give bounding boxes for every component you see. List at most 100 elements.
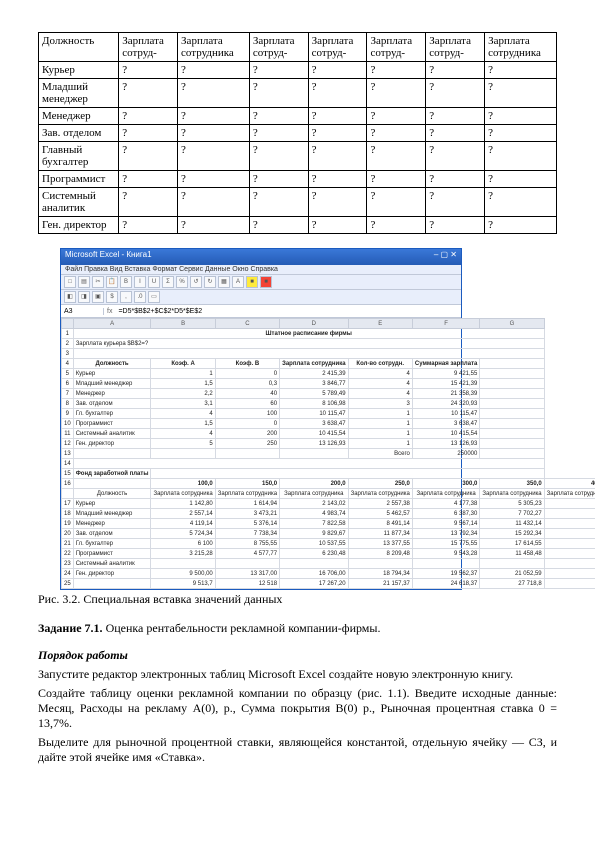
xl-cell: 4 177,38	[412, 499, 479, 509]
xl-cell	[151, 449, 215, 459]
col-header: C	[215, 319, 279, 329]
table-cell: ?	[249, 171, 308, 188]
xl-cell: 19	[62, 519, 74, 529]
xl-cell: 8 491,14	[348, 519, 412, 529]
xl-cell: 40	[215, 389, 279, 399]
table-cell: ?	[308, 217, 367, 234]
xl-cell: 11 458,48	[480, 549, 544, 559]
xl-cell	[544, 579, 595, 589]
xl-cell: 24	[62, 569, 74, 579]
sheet-title: Штатное расписание фирмы	[73, 329, 544, 339]
xl-cell: Курьер	[73, 499, 151, 509]
tb-icon: $	[106, 291, 118, 303]
xl-cell	[544, 499, 595, 509]
xl-cell: Зарплата сотрудника	[280, 359, 349, 369]
excel-toolbar-1: □ ▤ ✂ 📋 B I U Σ % ↺ ↻ ▦ A ■ ■	[61, 275, 461, 290]
table-cell: ?	[367, 62, 426, 79]
tb-icon: ▭	[148, 291, 160, 303]
xl-cell: 9 513,7	[151, 579, 215, 589]
xl-cell	[480, 559, 544, 569]
table-cell: ?	[249, 108, 308, 125]
xl-cell: 9 500,00	[151, 569, 215, 579]
xl-cell: 3 473,21	[215, 509, 279, 519]
xl-cell	[480, 379, 544, 389]
xl-cell: 10 115,47	[280, 409, 349, 419]
xl-cell: 250000	[412, 449, 479, 459]
table-cell: Системный аналитик	[39, 188, 119, 217]
xl-cell: 15 775,55	[412, 539, 479, 549]
table-cell: ?	[485, 217, 557, 234]
tb-icon: ▦	[218, 276, 230, 288]
xl-cell: Программист	[73, 549, 151, 559]
xl-cell: 3	[348, 399, 412, 409]
xl-cell: 10 537,55	[280, 539, 349, 549]
table-cell: ?	[178, 108, 250, 125]
table-cell: ?	[178, 79, 250, 108]
excel-title: Microsoft Excel - Книга1	[65, 250, 152, 264]
xl-cell: 11 432,14	[480, 519, 544, 529]
table-cell: ?	[485, 125, 557, 142]
xl-cell	[215, 559, 279, 569]
table-cell: ?	[308, 79, 367, 108]
excel-titlebar: Microsoft Excel - Книга1 – ▢ ✕	[61, 249, 461, 265]
col-header	[62, 319, 74, 329]
xl-cell: 18	[62, 509, 74, 519]
col-header: F	[412, 319, 479, 329]
table-header: Зарплата сотруд-	[426, 33, 485, 62]
task-p2: Создайте таблицу оценки рекламной компан…	[38, 686, 557, 731]
xl-cell: 8	[62, 399, 74, 409]
table-header: Зарплата сотруд-	[249, 33, 308, 62]
xl-cell	[480, 369, 544, 379]
xl-cell: 4	[348, 369, 412, 379]
xl-cell: 4 577,77	[215, 549, 279, 559]
tb-icon: U	[148, 276, 160, 288]
xl-cell: Гл. бухгалтер	[73, 409, 151, 419]
table-cell: ?	[119, 171, 178, 188]
xl-cell: 11	[62, 429, 74, 439]
xl-cell: 1 142,80	[151, 499, 215, 509]
table-cell: ?	[119, 62, 178, 79]
xl-cell: 21 358,39	[412, 389, 479, 399]
tb-icon: □	[64, 276, 76, 288]
xl-cell: 13 126,93	[412, 439, 479, 449]
table-cell: ?	[485, 142, 557, 171]
xl-cell: 19 562,37	[412, 569, 479, 579]
tb-icon: ↺	[190, 276, 202, 288]
xl-cell	[480, 429, 544, 439]
xl-cell: 150,0	[215, 479, 279, 489]
xl-cell: 3 638,47	[412, 419, 479, 429]
xl-cell	[280, 449, 349, 459]
xl-cell: 23	[62, 559, 74, 569]
xl-cell: 27 718,8	[480, 579, 544, 589]
tb-icon: Σ	[162, 276, 174, 288]
xl-cell: 25	[62, 579, 74, 589]
xl-cell: Зарплата сотрудника	[480, 489, 544, 499]
table-row: Системный аналитик???????	[39, 188, 557, 217]
xl-cell	[215, 449, 279, 459]
tb-icon: ■	[260, 276, 272, 288]
xl-cell: 4 119,14	[151, 519, 215, 529]
xl-cell: 11 877,34	[348, 529, 412, 539]
xl-cell: 9 543,28	[412, 549, 479, 559]
xl-cell: 4	[151, 429, 215, 439]
table-cell: ?	[426, 142, 485, 171]
xl-cell: Коэф. В	[215, 359, 279, 369]
table-cell: Главный бухгалтер	[39, 142, 119, 171]
table-cell: Зав. отделом	[39, 125, 119, 142]
xl-cell: 9 829,67	[280, 529, 349, 539]
xl-cell: 4 983,74	[280, 509, 349, 519]
table-cell: Менеджер	[39, 108, 119, 125]
tb-icon: B	[120, 276, 132, 288]
xl-cell: 4	[348, 379, 412, 389]
tb-icon: ✂	[92, 276, 104, 288]
tb-icon: 📋	[106, 276, 118, 288]
xl-cell: Гл. бухгалтер	[73, 539, 151, 549]
xl-cell: 10 415,54	[412, 429, 479, 439]
xl-cell	[544, 569, 595, 579]
table-header: Зарплата сотрудника	[485, 33, 557, 62]
xl-cell: Зарплата сотрудника	[412, 489, 479, 499]
xl-cell: Менеджер	[73, 389, 151, 399]
task-text: Оценка рентабельности рекламной компании…	[103, 621, 381, 635]
xl-cell: Курьер	[73, 369, 151, 379]
xl-cell: 6 100	[151, 539, 215, 549]
